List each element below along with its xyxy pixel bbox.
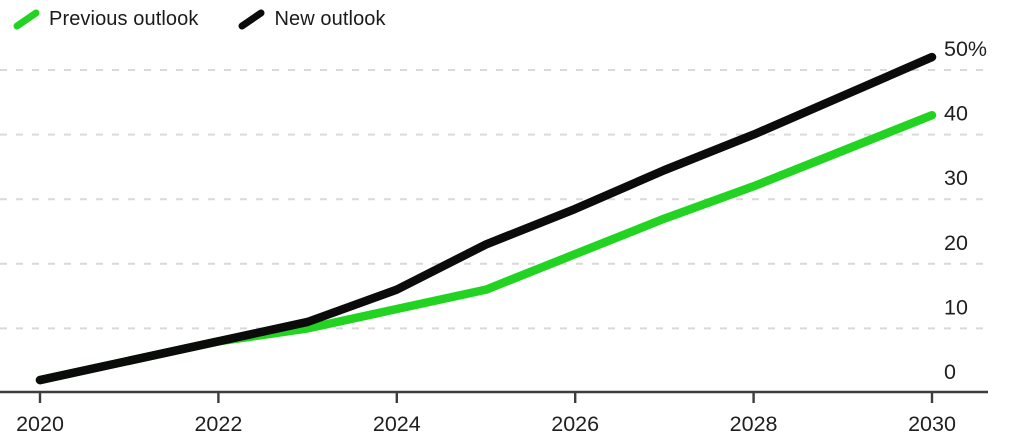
y-tick-label-20: 20: [944, 231, 968, 255]
legend-swatch-green-line-icon: [13, 9, 40, 30]
x-tick-label-2026: 2026: [551, 412, 599, 436]
series-line-new-outlook: [35, 52, 937, 385]
legend-item-new-outlook: New outlook: [238, 6, 386, 32]
legend-swatch-black-line-icon: [238, 9, 265, 30]
x-tick-label-2028: 2028: [730, 412, 778, 436]
chart-legend: Previous outlook New outlook: [13, 6, 386, 32]
legend-item-previous-outlook: Previous outlook: [13, 6, 198, 32]
y-tick-label-10: 10: [944, 295, 968, 319]
legend-label-new-outlook: New outlook: [274, 7, 386, 30]
legend-label-previous-outlook: Previous outlook: [49, 7, 199, 30]
y-tick-label-0: 0: [944, 360, 956, 384]
y-tick-label-50: 50%: [944, 37, 987, 61]
y-tick-label-30: 30: [944, 166, 968, 190]
y-tick-label-40: 40: [944, 102, 968, 126]
x-tick-label-2030: 2030: [908, 412, 956, 436]
x-tick-label-2022: 2022: [194, 412, 242, 436]
x-tick-label-2020: 2020: [16, 412, 64, 436]
x-tick-label-2024: 2024: [373, 412, 421, 436]
